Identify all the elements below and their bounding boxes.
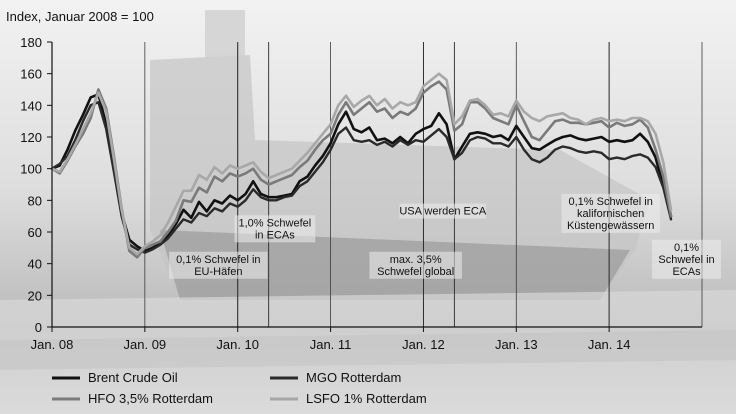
y-tick-label: 140 (20, 98, 42, 113)
annotation-text: in ECAs (255, 229, 295, 241)
annotation-text: Schwefel in (658, 254, 714, 266)
annotation-text: EU-Häfen (194, 266, 242, 278)
y-tick-label: 40 (28, 257, 42, 272)
x-tick-label: Jan. 09 (124, 337, 167, 352)
axes: 0 20 40 60 80 100 120 140 160 180 Jan. 08 Jan. 09 Ja… (20, 35, 702, 352)
x-tick-label: Jan. 13 (495, 337, 538, 352)
legend-label: MGO Rotterdam (306, 370, 401, 385)
legend-item: HFO 3,5% Rotterdam (52, 391, 213, 406)
annotation-text: Küstengewässern (567, 220, 654, 232)
x-tick-label: Jan. 12 (402, 337, 445, 352)
annotation-text: Schwefel global (377, 266, 454, 278)
legend-label: LSFO 1% Rotterdam (306, 391, 427, 406)
annotation-text: 0,1% Schwefel in (176, 254, 260, 266)
legend-item: Brent Crude Oil (52, 370, 178, 385)
y-tick-label: 20 (28, 288, 42, 303)
annotation: max. 3,5%Schwefel global (369, 251, 462, 279)
annotation-text: kalifornischen (577, 208, 644, 220)
y-tick-label: 100 (20, 162, 42, 177)
legend-item: LSFO 1% Rotterdam (270, 391, 427, 406)
series-line (50, 72, 673, 256)
legend-label: HFO 3,5% Rotterdam (88, 391, 213, 406)
annotation: USA werden ECA (399, 203, 487, 219)
annotation-halo (561, 193, 660, 233)
annotation-text: 1,0% Schwefel (238, 217, 311, 229)
chart-title: Index, Januar 2008 = 100 (6, 9, 154, 24)
annotation: 0,1% Schwefel inkalifornischenKüstengewä… (561, 193, 660, 233)
annotation-halo (169, 251, 268, 279)
legend-label: Brent Crude Oil (88, 370, 178, 385)
x-tick-label: Jan. 11 (310, 337, 352, 352)
annotation-text: 0,1% (674, 242, 699, 254)
annotation-text: ECAs (672, 266, 701, 278)
x-tick-label: Jan. 10 (216, 337, 259, 352)
annotation-halo (652, 239, 721, 279)
legend: Brent Crude Oil MGO Rotterdam HFO 3,5% Rot… (52, 370, 427, 406)
y-tick-label: 160 (20, 67, 42, 82)
y-tick-label: 80 (28, 193, 42, 208)
y-tick-label: 180 (20, 35, 42, 50)
annotation-halo (399, 203, 487, 219)
annotation-text: USA werden ECA (399, 206, 486, 218)
y-tick-label: 0 (35, 320, 42, 335)
annotation-halo (369, 251, 462, 279)
series-line (50, 93, 673, 253)
annotation-text: max. 3,5% (390, 254, 442, 266)
series-lines (50, 72, 673, 259)
annotation-text: 0,1% Schwefel in (568, 196, 652, 208)
series-line (50, 101, 673, 254)
annotation-halo (234, 215, 316, 243)
x-tick-label: Jan. 08 (31, 337, 74, 352)
series-line (50, 80, 673, 259)
y-tick-label: 60 (28, 225, 42, 240)
x-tick-label: Jan. 14 (588, 337, 631, 352)
legend-item: MGO Rotterdam (270, 370, 401, 385)
y-tick-label: 120 (20, 130, 42, 145)
